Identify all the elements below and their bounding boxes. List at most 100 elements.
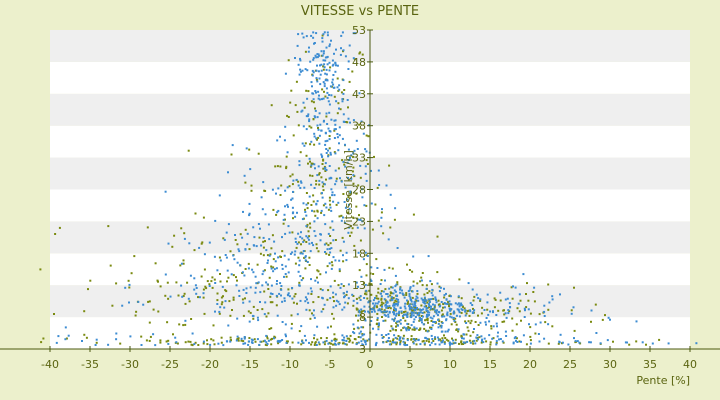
data-point <box>300 231 302 234</box>
data-point <box>324 162 327 165</box>
data-point <box>331 312 334 315</box>
data-point <box>377 325 380 328</box>
data-point <box>299 68 302 71</box>
data-point <box>432 308 434 311</box>
data-point <box>329 251 332 254</box>
data-point <box>265 341 268 344</box>
data-point <box>285 341 288 344</box>
data-point <box>326 265 329 268</box>
data-point <box>502 341 505 344</box>
data-point <box>427 255 430 258</box>
data-point <box>423 293 426 296</box>
data-point <box>331 220 334 223</box>
data-point <box>482 341 485 344</box>
data-point <box>283 299 286 302</box>
data-point <box>197 296 199 299</box>
data-point <box>247 343 250 346</box>
data-point <box>419 317 422 319</box>
data-point <box>321 181 324 184</box>
data-point <box>299 151 302 154</box>
data-point <box>425 305 428 308</box>
data-point <box>409 306 412 309</box>
data-point <box>419 319 422 322</box>
data-point <box>313 316 316 319</box>
data-point <box>543 337 546 340</box>
data-point <box>310 290 313 293</box>
data-point <box>397 298 400 301</box>
data-point <box>322 167 325 170</box>
data-point <box>334 293 337 296</box>
data-point <box>399 337 401 340</box>
data-point <box>305 128 308 131</box>
data-point <box>469 310 472 313</box>
data-point <box>322 81 325 84</box>
x-tick-label: 35 <box>643 358 657 371</box>
data-point <box>352 155 354 158</box>
data-point <box>470 319 473 322</box>
data-point <box>405 329 408 332</box>
data-point <box>330 209 333 212</box>
data-point <box>248 214 251 217</box>
data-point <box>221 285 224 288</box>
data-point <box>364 343 367 346</box>
data-point <box>402 334 405 337</box>
data-point <box>345 259 348 262</box>
data-point <box>406 315 409 318</box>
data-point <box>286 203 289 206</box>
data-point <box>416 282 419 285</box>
data-point <box>327 100 330 103</box>
data-point <box>309 222 311 225</box>
data-point <box>265 334 268 337</box>
data-point <box>149 335 152 338</box>
data-point <box>415 295 418 298</box>
y-axis-title: Vitesse [km/h] <box>342 150 355 230</box>
data-point <box>227 171 229 174</box>
data-point <box>316 116 319 119</box>
data-point <box>214 310 216 313</box>
data-point <box>242 340 245 343</box>
data-point <box>374 302 377 305</box>
data-point <box>266 283 269 286</box>
data-point <box>410 335 413 338</box>
data-point <box>529 335 532 338</box>
data-point <box>361 188 364 191</box>
data-point <box>317 270 320 273</box>
data-point <box>299 275 302 278</box>
data-point <box>351 293 354 296</box>
data-point <box>334 123 337 126</box>
data-point <box>224 300 227 303</box>
data-point <box>318 183 321 186</box>
data-point <box>285 275 288 278</box>
data-point <box>302 250 305 252</box>
data-point <box>421 340 424 343</box>
data-point <box>42 337 45 340</box>
data-point <box>129 335 132 338</box>
data-point <box>321 54 324 57</box>
data-point <box>238 250 241 253</box>
data-point <box>273 240 276 243</box>
data-point <box>172 333 174 336</box>
data-point <box>416 290 419 292</box>
data-point <box>305 35 308 38</box>
data-point <box>408 269 411 271</box>
data-point <box>204 285 207 288</box>
data-point <box>426 337 429 340</box>
data-point <box>343 336 346 339</box>
data-point <box>334 342 336 345</box>
data-point <box>225 340 228 343</box>
data-point <box>458 311 461 314</box>
data-point <box>410 313 413 316</box>
data-point <box>438 320 441 323</box>
data-point <box>372 273 375 275</box>
data-point <box>323 303 326 306</box>
data-point <box>450 323 453 326</box>
data-point <box>420 309 423 311</box>
data-point <box>191 344 194 347</box>
data-point <box>347 231 350 234</box>
data-point <box>296 302 298 305</box>
data-point <box>330 342 333 345</box>
data-point <box>297 124 300 127</box>
data-point <box>481 306 484 309</box>
data-point <box>432 320 435 323</box>
data-point <box>547 342 550 345</box>
